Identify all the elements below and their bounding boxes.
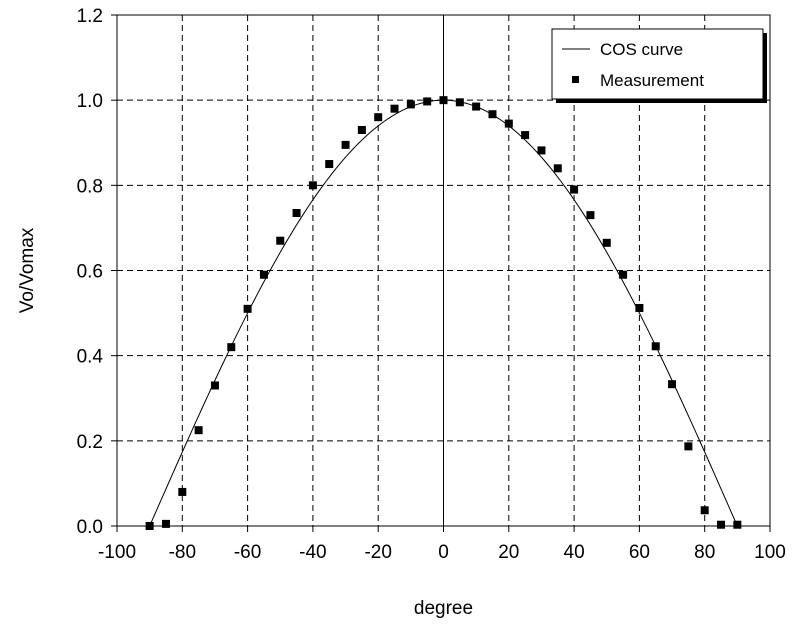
measurement-point: [341, 140, 350, 149]
measurement-point: [488, 110, 497, 119]
measurement-point: [194, 426, 203, 435]
x-tick-label: -20: [364, 542, 391, 563]
x-tick-label: -40: [299, 542, 326, 563]
x-tick-label: 40: [564, 542, 585, 563]
x-tick-label: 80: [694, 542, 715, 563]
y-tick-label: 0.4: [77, 347, 104, 368]
legend-box: [551, 28, 764, 100]
measurement-point: [292, 209, 301, 218]
x-tick-label: -80: [169, 542, 196, 563]
measurement-point: [668, 380, 677, 389]
measurement-point: [161, 519, 170, 528]
measurement-point: [325, 160, 334, 169]
measurement-point: [521, 131, 530, 140]
legend-label-cos-curve: COS curve: [600, 40, 683, 59]
y-tick-label: 0.8: [77, 176, 103, 197]
measurement-point: [423, 97, 432, 106]
x-tick-label: 100: [754, 542, 786, 563]
legend: COS curve Measurement: [551, 28, 767, 103]
measurement-point: [717, 520, 726, 529]
measurement-point: [145, 522, 154, 530]
measurement-point: [570, 185, 579, 194]
measurement-point: [406, 100, 415, 109]
y-axis-title: Vo/Vomax: [17, 227, 38, 313]
measurement-point: [635, 303, 644, 312]
measurement-point: [586, 211, 595, 220]
measurement-point: [178, 487, 187, 496]
y-tick-label: 1.0: [77, 91, 103, 112]
measurement-point: [602, 238, 611, 247]
measurement-point: [243, 304, 252, 313]
y-tick-label: 1.2: [77, 6, 103, 27]
tick-labels: -100 -80 -60 -40 -20 0 20 40 60 80 100 0.0 0.2 0.4 0.6…: [77, 6, 786, 563]
measurement-point: [700, 506, 709, 515]
measurement-point: [439, 96, 448, 105]
measurement-point: [651, 342, 660, 351]
measurement-point: [455, 98, 464, 107]
legend-marker-swatch: [572, 76, 579, 83]
y-tick-label: 0.0: [77, 517, 103, 538]
x-tick-label: -100: [98, 542, 136, 563]
measurement-point: [537, 146, 546, 155]
measurement-point: [259, 270, 268, 279]
measurement-point: [684, 442, 693, 451]
measurement-point: [357, 125, 366, 134]
measurement-point: [227, 343, 236, 352]
measurement-point: [504, 119, 513, 128]
measurement-point: [374, 113, 383, 122]
x-tick-label: 20: [498, 542, 519, 563]
y-tick-label: 0.2: [77, 432, 103, 453]
x-tick-label: -60: [234, 542, 261, 563]
plot-series: [145, 96, 742, 530]
measurement-point: [276, 236, 285, 245]
x-axis-title: degree: [414, 598, 473, 619]
measurement-point: [733, 520, 742, 529]
measurement-point: [390, 104, 399, 113]
measurement-point: [472, 102, 481, 111]
x-tick-label: 0: [438, 542, 449, 563]
y-tick-label: 0.6: [77, 262, 103, 283]
measurement-point: [308, 181, 317, 190]
measurement-point: [210, 381, 219, 390]
measurement-point: [619, 270, 628, 279]
legend-label-measurement: Measurement: [600, 71, 704, 90]
x-tick-label: 60: [629, 542, 650, 563]
measurement-point: [553, 164, 562, 173]
